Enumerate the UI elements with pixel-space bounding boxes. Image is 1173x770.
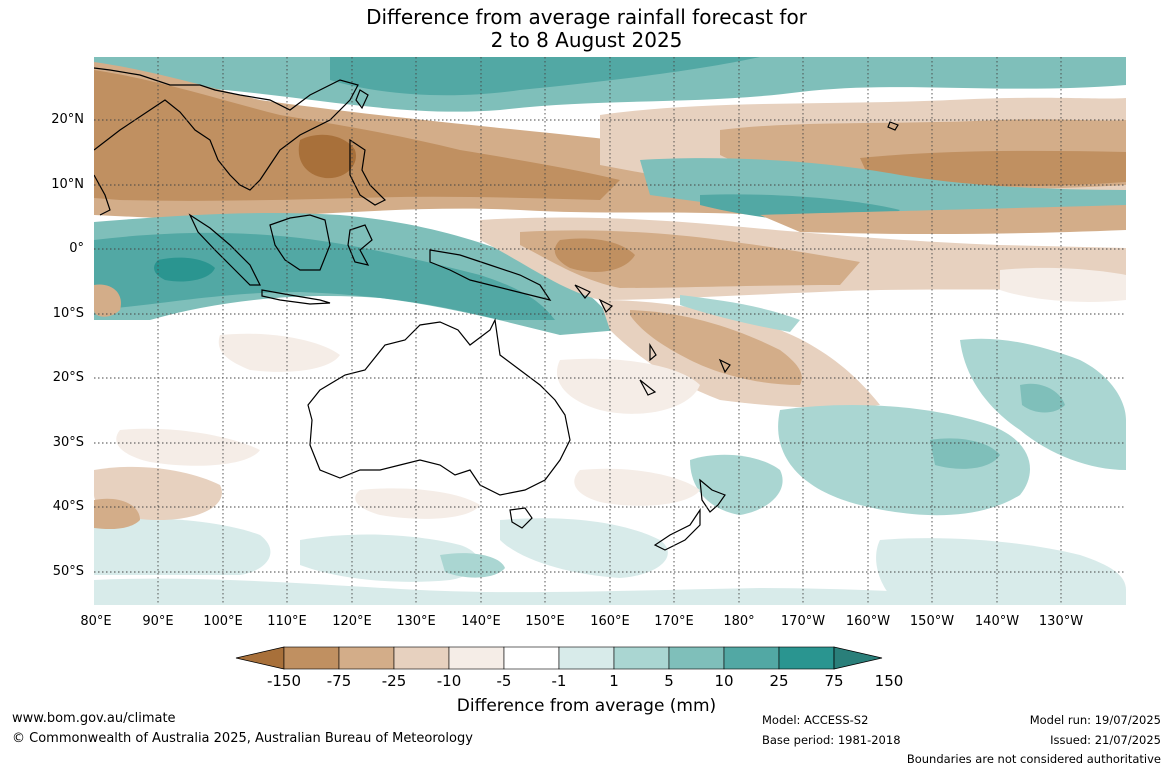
lon-label-170w: 170°W xyxy=(780,614,826,629)
legend-swatch xyxy=(558,646,615,670)
lat-label-0: 0° xyxy=(69,241,84,256)
lon-label-140w: 140°W xyxy=(974,614,1020,629)
legend-lower-extend xyxy=(235,646,285,670)
base-period: Base period: 1981-2018 xyxy=(762,733,901,747)
model-name: Model: ACCESS-S2 xyxy=(762,713,869,727)
legend-tick-label: -5 xyxy=(496,672,512,690)
legend-upper-extend xyxy=(833,646,883,670)
legend-tick-label: 10 xyxy=(714,672,734,690)
model-run-date: Model run: 19/07/2025 xyxy=(1029,713,1161,727)
copyright-notice: © Commonwealth of Australia 2025, Austra… xyxy=(12,731,473,746)
lon-label-130w: 130°W xyxy=(1038,614,1084,629)
legend-tick-label: 1 xyxy=(609,672,619,690)
rainfall-anomaly-field xyxy=(94,57,1126,605)
map-title-line1: Difference from average rainfall forecas… xyxy=(366,5,807,29)
lon-label-140e: 140°E xyxy=(461,614,501,629)
legend-swatch xyxy=(503,646,560,670)
lon-label-80e: 80°E xyxy=(80,614,112,629)
bom-website-link[interactable]: www.bom.gov.au/climate xyxy=(12,711,176,726)
coastlines xyxy=(94,67,899,551)
lon-label-170e: 170°E xyxy=(654,614,694,629)
legend-swatch xyxy=(778,646,835,670)
legend-tick-label: -1 xyxy=(551,672,567,690)
legend-swatch xyxy=(393,646,450,670)
lon-label-180: 180° xyxy=(723,614,755,629)
lon-label-160e: 160°E xyxy=(590,614,630,629)
lon-label-150w: 150°W xyxy=(909,614,955,629)
legend-tick-label: -10 xyxy=(436,672,462,690)
lat-label-10s: 10°S xyxy=(52,306,84,321)
legend-swatch xyxy=(613,646,670,670)
legend-tick-label: -25 xyxy=(381,672,407,690)
legend-swatch xyxy=(723,646,780,670)
lon-label-150e: 150°E xyxy=(525,614,565,629)
legend-swatch xyxy=(668,646,725,670)
lat-label-40s: 40°S xyxy=(52,499,84,514)
lat-label-50s: 50°S xyxy=(52,564,84,579)
boundary-disclaimer: Boundaries are not considered authoritat… xyxy=(906,752,1161,766)
legend-swatch xyxy=(283,646,340,670)
lon-label-130e: 130°E xyxy=(396,614,436,629)
legend-swatch xyxy=(338,646,395,670)
legend-title: Difference from average (mm) xyxy=(456,696,717,716)
issued-date: Issued: 21/07/2025 xyxy=(1050,733,1161,747)
lat-label-10n: 10°N xyxy=(51,177,84,192)
map-title-line2: 2 to 8 August 2025 xyxy=(490,28,683,52)
legend-swatch xyxy=(448,646,505,670)
colorbar xyxy=(235,646,883,670)
lon-label-100e: 100°E xyxy=(203,614,243,629)
graticule xyxy=(94,57,1126,605)
lon-label-90e: 90°E xyxy=(142,614,174,629)
legend-tick-label: 150 xyxy=(874,672,904,690)
lon-label-160w: 160°W xyxy=(845,614,891,629)
legend-tick-label: 75 xyxy=(824,672,844,690)
lon-label-110e: 110°E xyxy=(267,614,307,629)
lat-label-20s: 20°S xyxy=(52,370,84,385)
lat-label-20n: 20°N xyxy=(51,112,84,127)
legend-tick-label: 5 xyxy=(664,672,674,690)
lon-label-120e: 120°E xyxy=(332,614,372,629)
lat-label-30s: 30°S xyxy=(52,435,84,450)
legend-tick-label: 25 xyxy=(769,672,789,690)
legend-tick-label: -75 xyxy=(326,672,352,690)
legend-tick-label: -150 xyxy=(266,672,302,690)
